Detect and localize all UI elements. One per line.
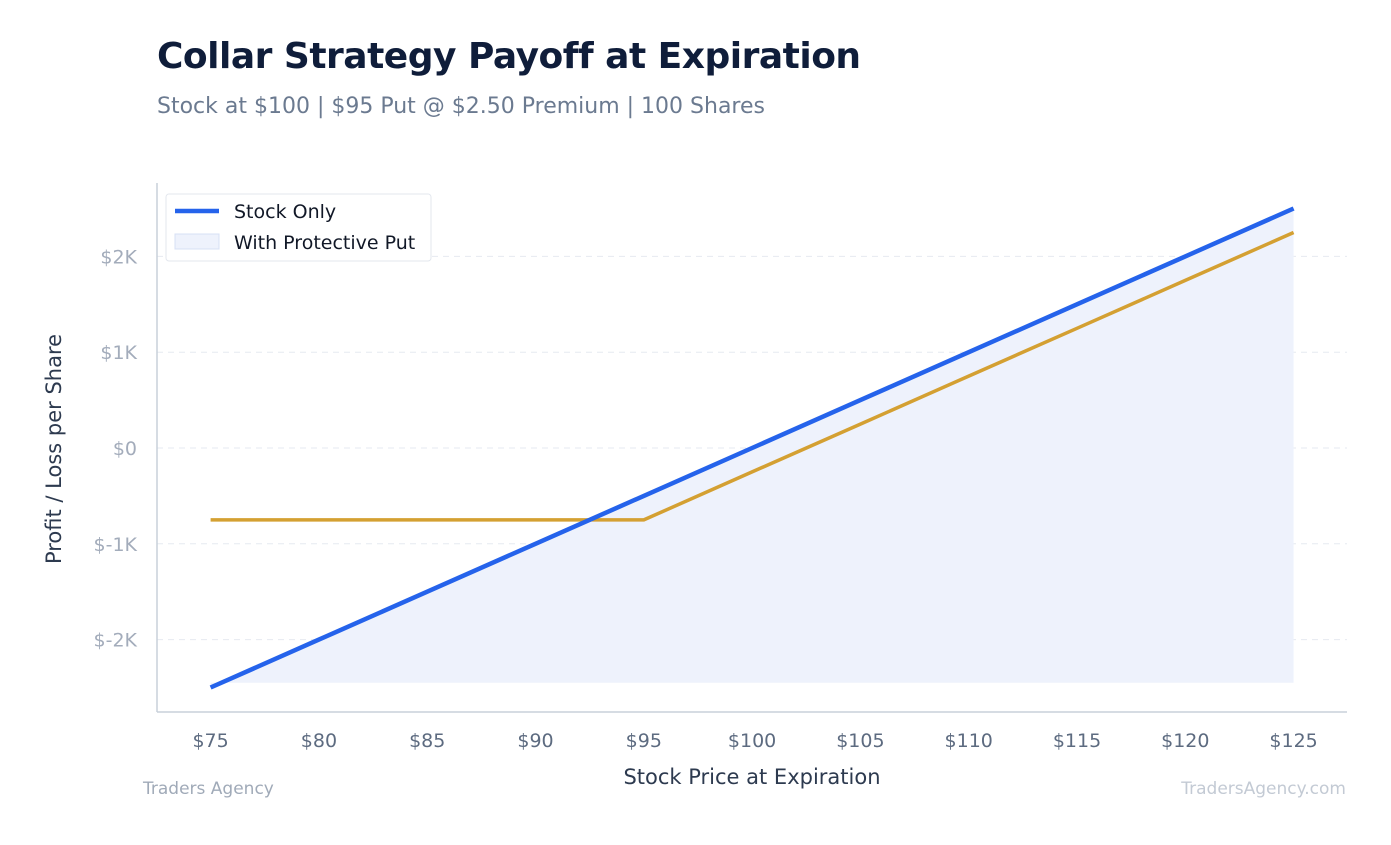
x-tick-label: $85 bbox=[409, 730, 445, 752]
chart-title: Collar Strategy Payoff at Expiration bbox=[157, 36, 861, 77]
legend-box bbox=[165, 193, 432, 262]
x-tick-label: $120 bbox=[1161, 730, 1209, 752]
legend-label-protective-put: With Protective Put bbox=[234, 232, 415, 254]
x-axis-label: Stock Price at Expiration bbox=[623, 765, 880, 789]
footer-url: TradersAgency.com bbox=[1181, 779, 1346, 799]
x-tick-label: $90 bbox=[517, 730, 553, 752]
y-tick-label: $2K bbox=[100, 246, 137, 268]
y-tick-label: $0 bbox=[113, 438, 137, 460]
x-tick-label: $105 bbox=[836, 730, 884, 752]
series-lines bbox=[209, 206, 1295, 690]
chart-subtitle: Stock at $100 | $95 Put @ $2.50 Premium … bbox=[157, 94, 765, 119]
axes bbox=[156, 183, 1347, 713]
x-tick-label: $125 bbox=[1269, 730, 1317, 752]
x-tick-label: $75 bbox=[192, 730, 228, 752]
x-tick-label: $100 bbox=[728, 730, 776, 752]
y-tick-label: $-1K bbox=[94, 534, 138, 556]
footer-brand: Traders Agency bbox=[143, 779, 274, 799]
legend: Stock Only With Protective Put bbox=[165, 193, 432, 262]
x-tick-label: $110 bbox=[945, 730, 993, 752]
y-tick-label: $-2K bbox=[94, 630, 138, 652]
legend-swatch-protective-put bbox=[174, 233, 220, 250]
x-tick-label: $80 bbox=[301, 730, 337, 752]
y-axis-label: Profit / Loss per Share bbox=[42, 334, 66, 564]
x-tick-label: $95 bbox=[626, 730, 662, 752]
series-line-stock-only bbox=[209, 206, 1295, 690]
tick-labels: $75 $80 $85 $90 $95 $100 $105 $110 $115 $120 $125 $… bbox=[94, 246, 1318, 752]
legend-label-stock-only: Stock Only bbox=[234, 201, 336, 223]
y-tick-label: $1K bbox=[100, 342, 137, 364]
x-tick-label: $115 bbox=[1053, 730, 1101, 752]
series-line-with-protective-put bbox=[210, 230, 1295, 522]
